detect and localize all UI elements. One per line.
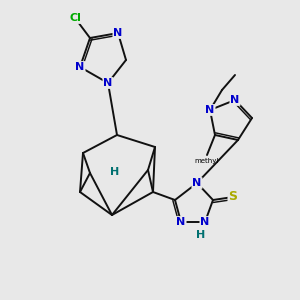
- Text: N: N: [103, 78, 112, 88]
- Text: N: N: [113, 28, 123, 38]
- Text: N: N: [206, 105, 214, 115]
- Text: N: N: [192, 178, 202, 188]
- Text: H: H: [196, 230, 206, 240]
- Text: N: N: [75, 62, 85, 72]
- Text: N: N: [230, 95, 240, 105]
- Text: N: N: [176, 217, 186, 227]
- Text: S: S: [229, 190, 238, 203]
- Text: H: H: [110, 167, 120, 177]
- Text: methyl: methyl: [195, 158, 219, 164]
- Text: Cl: Cl: [69, 13, 81, 23]
- Text: N: N: [200, 217, 210, 227]
